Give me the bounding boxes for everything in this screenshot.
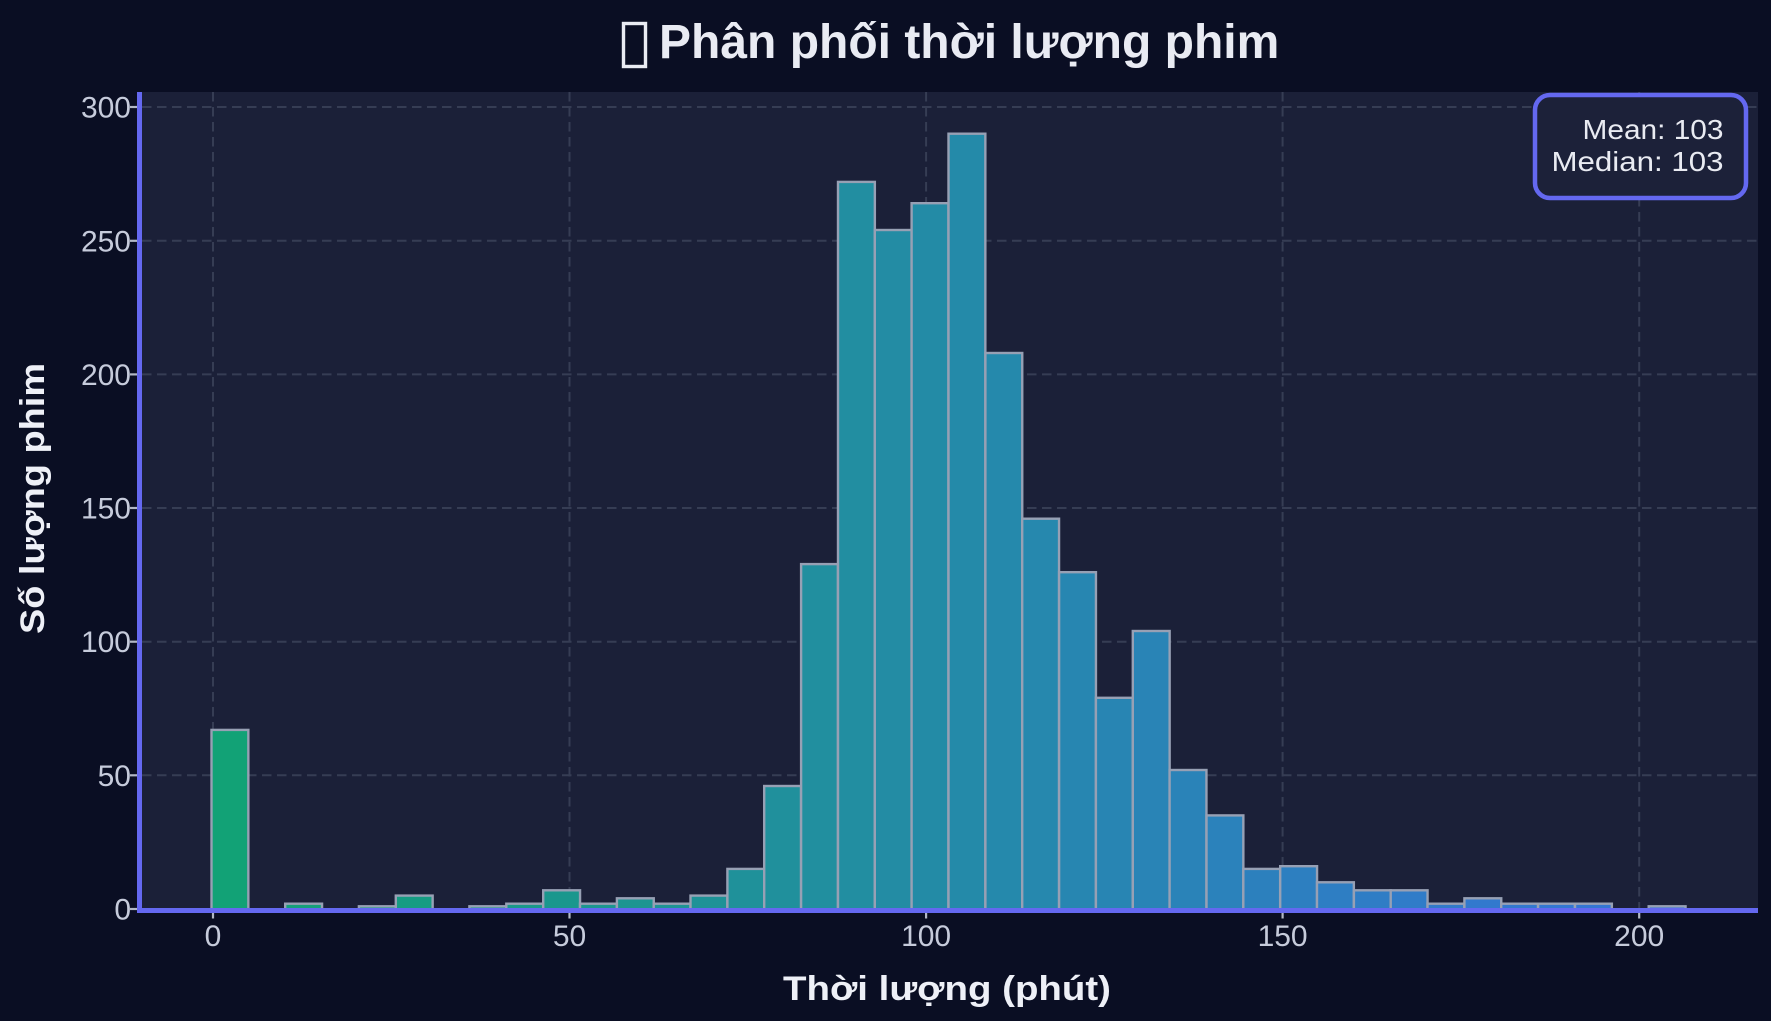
svg-text:100: 100 — [81, 626, 131, 659]
svg-text:Số lượng phim: Số lượng phim — [14, 363, 52, 634]
svg-text:100: 100 — [901, 920, 951, 953]
svg-text:0: 0 — [114, 894, 131, 927]
svg-text:Median: 103: Median: 103 — [1552, 146, 1724, 177]
svg-text:250: 250 — [81, 225, 131, 258]
svg-text:Phân phối thời lượng phim: Phân phối thời lượng phim — [659, 16, 1279, 69]
svg-text:Mean: 103: Mean: 103 — [1583, 114, 1724, 145]
svg-text:200: 200 — [1614, 920, 1664, 953]
svg-text:200: 200 — [81, 359, 131, 392]
svg-text:150: 150 — [81, 493, 131, 526]
svg-text:0: 0 — [205, 920, 222, 953]
svg-text:Thời lượng (phút): Thời lượng (phút) — [783, 970, 1111, 1008]
svg-text:50: 50 — [553, 920, 586, 953]
svg-text:150: 150 — [1258, 920, 1308, 953]
svg-text:50: 50 — [98, 760, 131, 793]
svg-text:300: 300 — [81, 92, 131, 125]
